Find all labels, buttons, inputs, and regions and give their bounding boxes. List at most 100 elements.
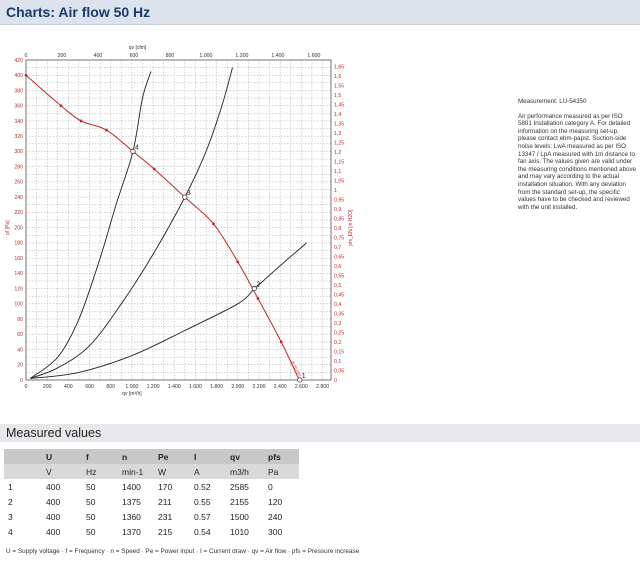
operating-point-label: 2 xyxy=(256,282,260,289)
table-cell: 300 xyxy=(268,526,283,537)
fan-curve-point xyxy=(256,297,260,300)
left-tick-label: 140 xyxy=(14,271,23,277)
table-cell: 0.52 xyxy=(194,481,211,492)
bottom-tick-label: 1.800 xyxy=(210,384,223,390)
table-cell: pfs xyxy=(264,449,299,464)
left-tick-label: 20 xyxy=(17,363,23,369)
table-cell: 2585 xyxy=(230,481,249,492)
right-tick-label: 0,55 xyxy=(334,273,344,279)
table-cell: Hz xyxy=(82,464,118,479)
top-tick-label: 1.600 xyxy=(307,53,320,59)
right-tick-label: 0,35 xyxy=(334,311,344,317)
bottom-tick-label: 1.000 xyxy=(125,384,138,390)
fan-curve-point xyxy=(79,119,83,123)
table-cell: 231 xyxy=(158,511,173,522)
table-cell: 1400 xyxy=(122,481,141,492)
right-tick-label: 0,1 xyxy=(334,359,341,365)
table-cell xyxy=(4,449,42,464)
right-tick-label: 1,05 xyxy=(334,179,344,185)
right-tick-label: 0,25 xyxy=(334,330,344,336)
bottom-tick-label: 1.600 xyxy=(189,384,202,390)
system-curve xyxy=(29,71,152,379)
left-tick-label: 0 xyxy=(20,378,23,384)
left-tick-label: 280 xyxy=(14,164,23,170)
top-tick-label: 600 xyxy=(130,53,139,59)
left-axis-label: pf [Pa] xyxy=(5,220,11,235)
table-cell: 1375 xyxy=(122,496,141,507)
measured-values-header: Measured values xyxy=(0,424,640,442)
right-tick-label: 0,85 xyxy=(334,216,344,222)
right-tick-label: 1 xyxy=(334,188,337,194)
top-tick-label: 1.400 xyxy=(271,53,284,59)
table-cell xyxy=(4,464,42,479)
table-cell: 400 xyxy=(46,511,61,522)
right-tick-label: 1,65 xyxy=(334,65,344,71)
bottom-tick-label: 800 xyxy=(106,384,115,390)
table-cell: min-1 xyxy=(118,464,154,479)
bottom-tick-label: 2.600 xyxy=(295,384,308,390)
left-tick-label: 240 xyxy=(14,195,23,201)
right-tick-label: 0,7 xyxy=(334,245,341,251)
measured-values-title: Measured values xyxy=(6,426,102,440)
right-tick-label: 1,15 xyxy=(334,160,344,166)
fan-curve-point xyxy=(279,340,283,344)
bottom-tick-label: 2.800 xyxy=(316,384,329,390)
right-tick-label: 0,8 xyxy=(334,226,341,232)
right-tick-label: 0,4 xyxy=(334,302,341,308)
fan-curve-line xyxy=(25,74,300,381)
table-cell: n xyxy=(118,449,154,464)
operating-point-label: 4 xyxy=(135,144,139,151)
table-cell: 50 xyxy=(86,526,96,537)
left-tick-label: 400 xyxy=(14,73,23,79)
left-tick-label: 80 xyxy=(17,317,23,323)
right-tick-label: 0,75 xyxy=(334,235,344,241)
table-cell: U xyxy=(42,449,82,464)
table-cell: 215 xyxy=(158,526,173,537)
right-tick-label: 0 xyxy=(334,378,337,384)
left-tick-label: 420 xyxy=(14,58,23,64)
left-tick-label: 360 xyxy=(14,104,23,110)
left-tick-label: 160 xyxy=(14,256,23,262)
table-cell: qv xyxy=(226,449,264,464)
measurement-description: Air performance measured as per ISO 5801… xyxy=(518,112,636,211)
left-tick-label: 100 xyxy=(14,302,23,308)
bottom-tick-label: 2.400 xyxy=(274,384,287,390)
table-cell: 170 xyxy=(158,481,173,492)
table-cell: 1500 xyxy=(230,511,249,522)
right-tick-label: 1,1 xyxy=(334,169,341,175)
system-curve xyxy=(30,242,307,379)
fan-curve-point xyxy=(24,73,28,77)
fan-curve-point xyxy=(105,128,108,132)
table-row: 1 400 50 1400 170 0.52 2585 0 xyxy=(4,479,299,494)
table-cell: 0.57 xyxy=(194,511,211,522)
bottom-tick-label: 600 xyxy=(85,384,94,390)
left-tick-label: 380 xyxy=(14,88,23,94)
table-row: 3 400 50 1360 231 0.57 1500 240 xyxy=(4,509,299,524)
operating-point-marker xyxy=(182,194,188,200)
operating-point-label: 1 xyxy=(302,373,306,380)
left-tick-label: 40 xyxy=(17,347,23,353)
bottom-tick-label: 1.400 xyxy=(168,384,181,390)
left-tick-label: 340 xyxy=(14,119,23,125)
right-tick-label: 1,55 xyxy=(334,84,344,90)
table-cell: 1360 xyxy=(122,511,141,522)
fan-curve-point xyxy=(152,167,156,171)
left-tick-label: 320 xyxy=(14,134,23,140)
table-cell: 2 xyxy=(8,496,13,507)
right-tick-label: 0,15 xyxy=(334,349,344,355)
right-tick-label: 0,6 xyxy=(334,264,341,270)
left-tick-label: 260 xyxy=(14,180,23,186)
table-cell: 400 xyxy=(46,481,61,492)
fan-curve-point xyxy=(212,222,215,226)
table-row: 4 400 50 1370 215 0.54 1010 300 xyxy=(4,524,299,539)
symbol-legend: U = Supply voltage · f = Frequency · n =… xyxy=(6,548,360,555)
right-tick-label: 1,45 xyxy=(334,103,344,109)
table-cell: 240 xyxy=(268,511,283,522)
right-tick-label: 0,45 xyxy=(334,292,344,298)
top-tick-label: 200 xyxy=(58,53,67,59)
table-cell: I xyxy=(190,449,226,464)
table-cell: 50 xyxy=(86,496,96,507)
